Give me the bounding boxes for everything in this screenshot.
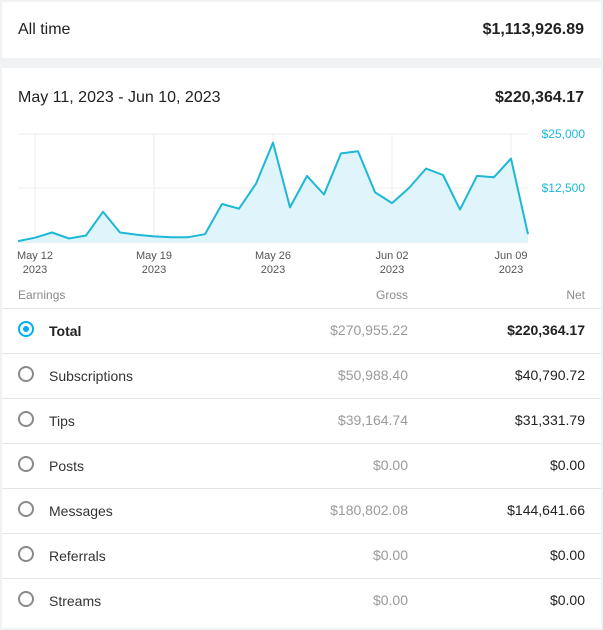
row-net: $31,331.79 xyxy=(514,412,585,428)
radio-icon[interactable] xyxy=(18,456,34,472)
earnings-row-total[interactable]: Total $270,955.22 $220,364.17 xyxy=(2,308,601,353)
row-gross: $0.00 xyxy=(372,592,408,608)
all-time-row: All time $1,113,926.89 xyxy=(2,2,601,58)
row-net: $220,364.17 xyxy=(507,322,585,338)
y-tick-label: $25,000 xyxy=(542,128,586,141)
earnings-row-tips[interactable]: Tips $39,164.74 $31,331.79 xyxy=(2,398,601,443)
earnings-table: Total $270,955.22 $220,364.17 Subscripti… xyxy=(2,308,601,623)
earnings-row-messages[interactable]: Messages $180,802.08 $144,641.66 xyxy=(2,488,601,533)
y-tick-label: $12,500 xyxy=(542,181,586,195)
row-label: Messages xyxy=(49,503,113,519)
row-label: Total xyxy=(49,323,82,339)
row-net: $0.00 xyxy=(549,592,585,608)
x-tick-label: May 12 2023 xyxy=(17,250,53,276)
all-time-card: All time $1,113,926.89 xyxy=(2,2,601,58)
x-tick-label: Jun 02 2023 xyxy=(375,250,408,276)
earnings-row-streams[interactable]: Streams $0.00 $0.00 xyxy=(2,578,601,623)
row-gross: $0.00 xyxy=(372,547,408,563)
x-tick-label: Jun 09 2023 xyxy=(494,250,527,276)
earnings-row-posts[interactable]: Posts $0.00 $0.00 xyxy=(2,443,601,488)
period-header: May 11, 2023 - Jun 10, 2023 $220,364.17 xyxy=(2,68,601,128)
radio-icon[interactable] xyxy=(18,546,34,562)
all-time-value: $1,113,926.89 xyxy=(482,21,584,38)
period-total: $220,364.17 xyxy=(495,89,584,106)
row-net: $144,641.66 xyxy=(507,502,585,518)
row-gross: $39,164.74 xyxy=(337,412,408,428)
row-gross: $180,802.08 xyxy=(330,502,408,518)
chart-series-line xyxy=(17,141,529,243)
earnings-row-subscriptions[interactable]: Subscriptions $50,988.40 $40,790.72 xyxy=(2,353,601,398)
chart-y-ticks: $25,000 $12,500 xyxy=(542,128,586,195)
column-earnings: Earnings xyxy=(18,288,66,302)
period-card: May 11, 2023 - Jun 10, 2023 $220,364.17 … xyxy=(2,68,601,628)
column-gross: Gross xyxy=(375,288,408,302)
radio-icon[interactable] xyxy=(18,366,34,382)
all-time-label: All time xyxy=(18,21,71,38)
earnings-row-referrals[interactable]: Referrals $0.00 $0.00 xyxy=(2,533,601,578)
x-tick-label: May 26 2023 xyxy=(255,250,291,276)
column-net: Net xyxy=(566,288,585,302)
period-range[interactable]: May 11, 2023 - Jun 10, 2023 xyxy=(18,89,221,106)
row-label: Subscriptions xyxy=(49,368,134,384)
chart-x-ticks: May 12 2023 May 19 2023 May 26 2023 Jun 02 2023… xyxy=(17,250,528,276)
row-label: Referrals xyxy=(49,548,106,564)
x-tick-label: May 19 2023 xyxy=(136,250,172,276)
row-label: Tips xyxy=(49,413,75,429)
radio-icon[interactable] xyxy=(18,501,34,517)
row-label: Posts xyxy=(49,458,85,474)
row-gross: $270,955.22 xyxy=(330,322,408,338)
chart-area-fill xyxy=(18,142,528,242)
row-label: Streams xyxy=(49,593,102,609)
radio-icon[interactable] xyxy=(18,591,34,607)
row-gross: $0.00 xyxy=(372,457,408,473)
row-net: $0.00 xyxy=(549,547,585,563)
row-net: $0.00 xyxy=(549,457,585,473)
row-net: $40,790.72 xyxy=(514,367,585,383)
radio-selected-icon[interactable] xyxy=(18,321,34,337)
row-gross: $50,988.40 xyxy=(337,367,408,383)
earnings-chart[interactable]: $25,000 $12,500 May 12 2023 May 19 2023 May 2… xyxy=(2,128,601,278)
columns-header: Earnings Gross Net xyxy=(2,284,601,304)
radio-icon[interactable] xyxy=(18,411,34,427)
